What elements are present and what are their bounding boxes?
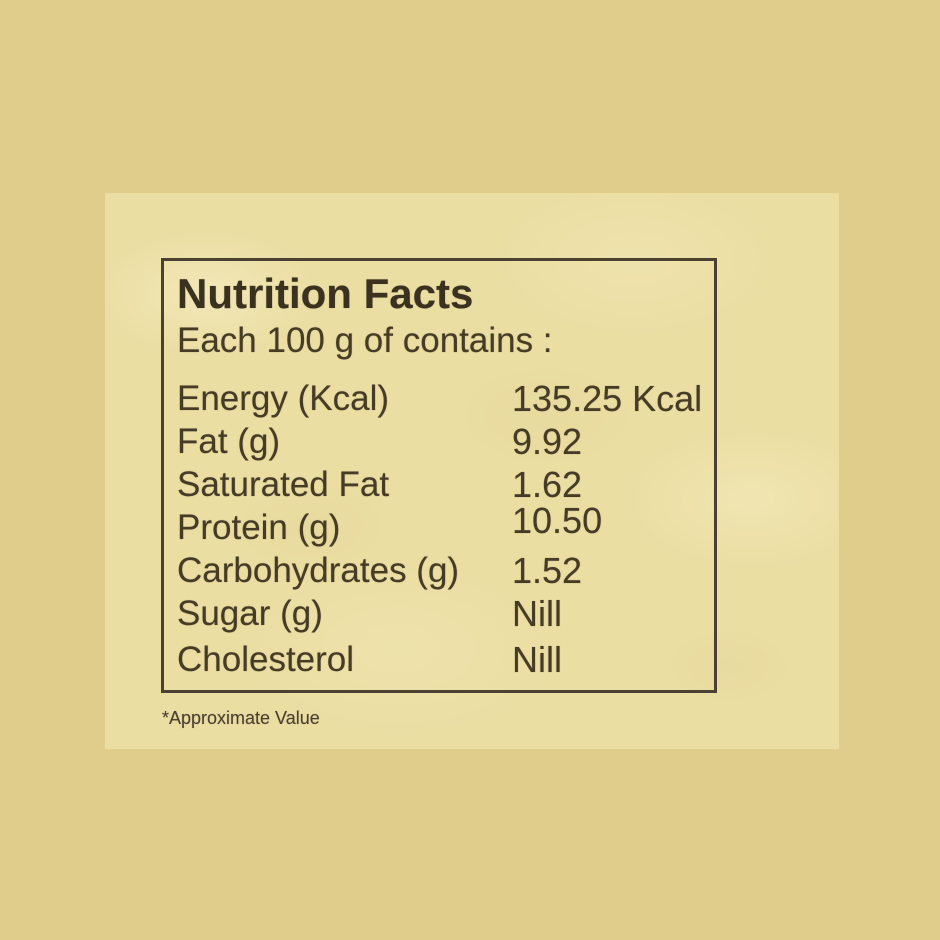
nutrient-value: 10.50 <box>512 500 603 541</box>
nutrient-value: Nill <box>512 593 562 634</box>
serving-statement: Each 100 g of contains : <box>177 321 553 360</box>
approximate-value-footnote: *Approximate Value <box>162 708 320 728</box>
nutrient-name: Saturated Fat <box>177 465 390 504</box>
nutrition-label-photo: Nutrition Facts Each 100 g of contains :… <box>105 193 839 749</box>
nutrient-table: Energy (Kcal) 135.25 Kcal Fat (g) 9.92 S… <box>177 377 708 681</box>
nutrient-row: Energy (Kcal) 135.25 Kcal <box>177 377 708 420</box>
nutrient-name: Sugar (g) <box>177 594 323 633</box>
nutrient-name: Protein (g) <box>177 508 341 547</box>
nutrient-row: Cholesterol Nill <box>177 638 708 681</box>
nutrient-value: 1.62 <box>512 464 583 505</box>
nutrient-name: Carbohydrates (g) <box>177 551 460 590</box>
nutrient-row: Protein (g) 10.50 <box>177 500 708 549</box>
nutrient-row: Saturated Fat 1.62 <box>177 463 708 506</box>
nutrient-row: Fat (g) 9.92 <box>177 420 708 463</box>
nutrient-name: Cholesterol <box>177 640 355 679</box>
nutrient-value: Nill <box>512 639 562 680</box>
nutrient-value: 9.92 <box>512 421 583 462</box>
nutrition-facts-panel: Nutrition Facts Each 100 g of contains :… <box>161 258 717 693</box>
nutrition-facts-title: Nutrition Facts <box>177 270 474 317</box>
nutrient-row: Carbohydrates (g) 1.52 <box>177 549 708 592</box>
nutrient-name: Energy (Kcal) <box>177 379 390 418</box>
nutrient-value: 135.25 Kcal <box>512 378 703 419</box>
nutrient-value: 1.52 <box>512 550 583 591</box>
nutrient-row: Sugar (g) Nill <box>177 592 708 635</box>
nutrient-name: Fat (g) <box>177 422 281 461</box>
